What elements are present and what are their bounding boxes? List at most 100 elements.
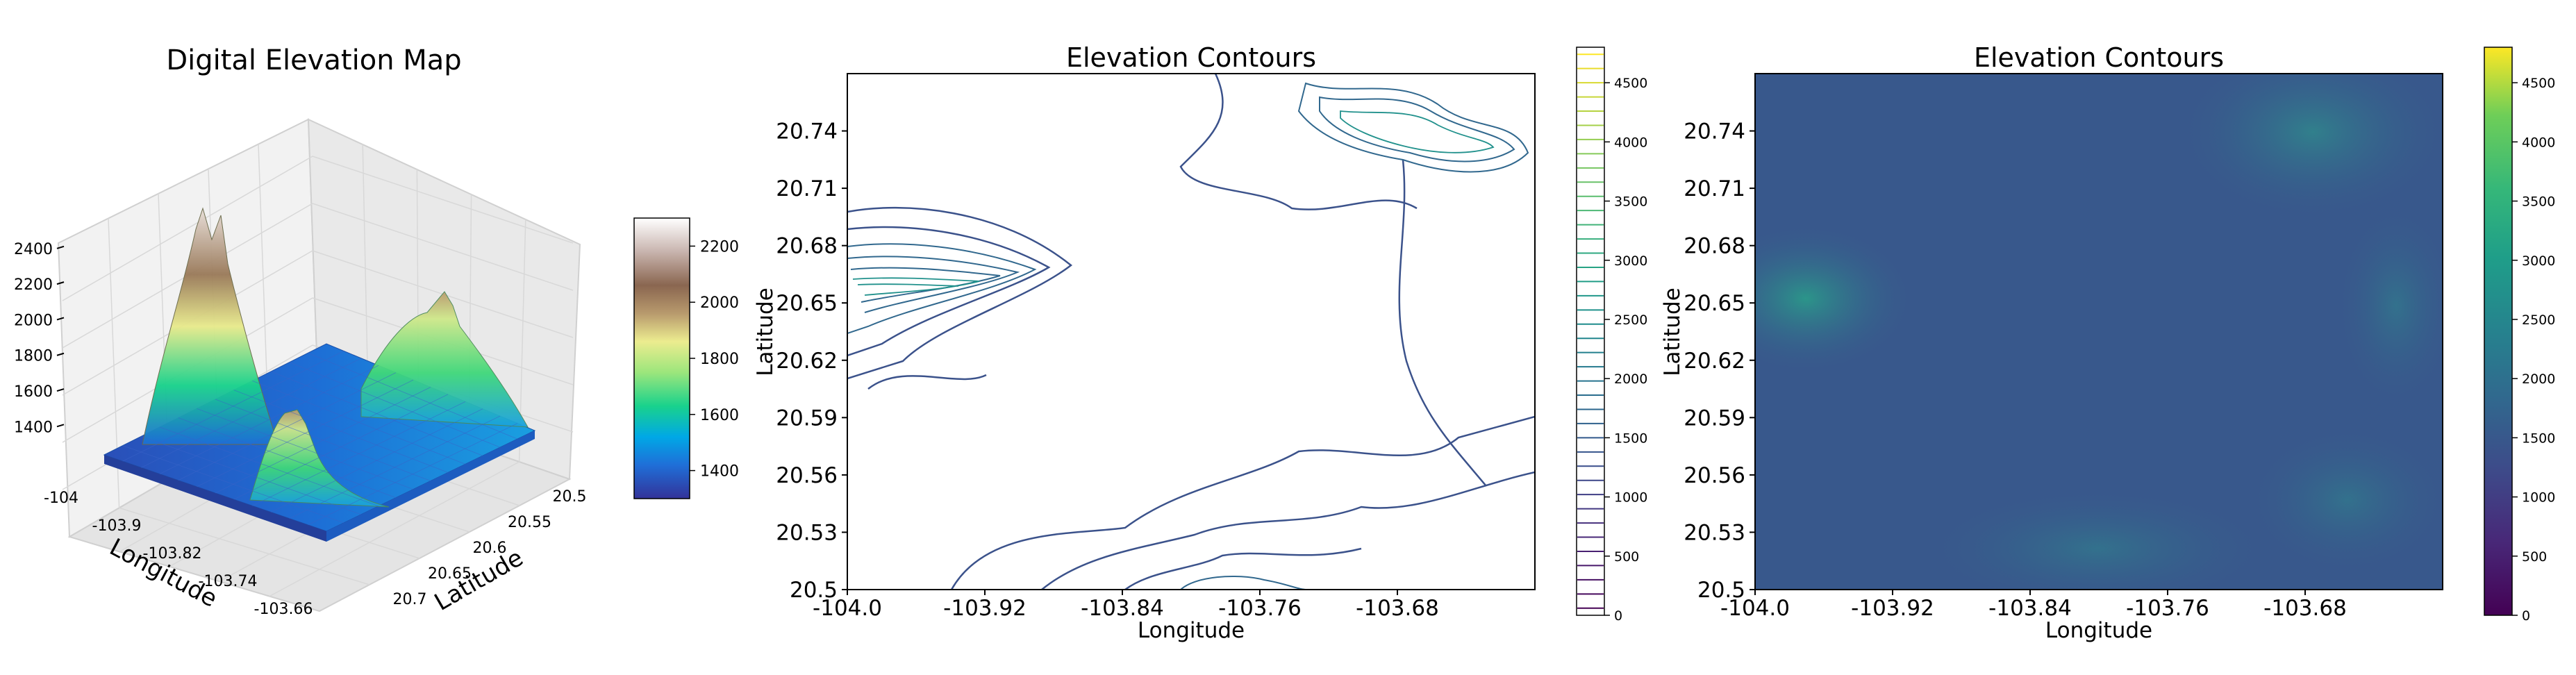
panel2-ylabel: Latitude [753, 288, 778, 376]
y-tick-label: 20.5 [790, 578, 838, 603]
x3d-tick-label: -103.74 [199, 573, 258, 590]
surface-right-edge [326, 431, 535, 542]
colorbar-tick-label: 1500 [1614, 431, 1647, 446]
z-tick-label: 2200 [14, 276, 53, 294]
panel1-title: Digital Elevation Map [166, 44, 461, 76]
x-tick-label: -103.84 [1988, 596, 2072, 621]
panel3-colorbar [2484, 47, 2513, 616]
grid-line [62, 156, 313, 301]
contour-south-3 [1124, 547, 1362, 590]
colorbar-tick-label: 500 [1614, 549, 1639, 565]
colorbar-tick-label: 3000 [2522, 253, 2555, 269]
panel3-xlabel: Longitude [2045, 618, 2152, 643]
panel3-x-ticks: -104.0 -103.92 -103.84 -103.76 -103.68 [1720, 590, 2347, 621]
colorbar-tick-label: 3000 [1614, 253, 1647, 269]
x3d-tick-label: -103.66 [254, 601, 313, 618]
contour-nw-ring-5 [857, 283, 959, 287]
contour-nw-ring-4 [852, 277, 980, 296]
y-tick-label: 20.59 [1684, 406, 1745, 431]
colorbar-tick-label: 2000 [700, 294, 739, 312]
x-tick-label: -104.0 [813, 596, 882, 621]
panel2-title: Elevation Contours [1066, 42, 1316, 73]
z-tick-mark [56, 281, 65, 285]
x-tick-label: -103.92 [943, 596, 1027, 621]
ridge-south [249, 409, 390, 508]
panel2-x-ticks: -104.0 -103.92 -103.84 -103.76 -103.68 [813, 590, 1439, 621]
panel2-colorbar-levels [1577, 53, 1604, 609]
contour-east-vertical [1398, 159, 1487, 487]
contour-lines [847, 74, 1535, 590]
colorbar-tick-label: 3500 [2522, 194, 2555, 210]
grid-line [312, 156, 574, 244]
y-tick-label: 20.65 [1684, 291, 1745, 316]
y-tick-label: 20.74 [1684, 119, 1745, 144]
mesh-line [308, 423, 518, 526]
x-tick-label: -103.92 [1851, 596, 1934, 621]
z-tick-mark [56, 424, 65, 428]
peak-northwest [142, 207, 279, 445]
colorbar-tick-label: 1000 [2522, 490, 2555, 506]
contour-north-boundary [1179, 74, 1418, 210]
panel3-frame [1754, 73, 2443, 590]
y-tick-label: 20.74 [776, 119, 838, 144]
colorbar-tick-label: 4500 [1614, 76, 1647, 91]
panel-3d-surface: Digital Elevation Map 1400 1600 1800 2000 22… [14, 44, 739, 618]
colorbar-tick-label: 4000 [1614, 135, 1647, 150]
z-tick-label: 2000 [14, 312, 53, 329]
colorbar-tick-label: 500 [2522, 549, 2547, 565]
panel3-y-ticks: 20.5 20.53 20.56 20.59 20.62 20.65 20.68 20.71 2… [1684, 119, 1755, 603]
colorbar-tick-label: 2500 [2522, 312, 2555, 328]
y-tick-label: 20.68 [1684, 234, 1745, 259]
y3d-tick-label: 20.7 [393, 591, 427, 608]
hills-northeast [360, 291, 529, 428]
colorbar-tick-label: 1500 [2522, 431, 2555, 446]
colorbar-tick-label: 2000 [2522, 372, 2555, 387]
contour-south-2 [1041, 471, 1535, 590]
y-tick-label: 20.65 [776, 291, 838, 316]
colorbar-tick-label: 3500 [1614, 194, 1647, 210]
x-tick-label: -103.68 [1356, 596, 1439, 621]
mesh-line [289, 415, 501, 519]
x-tick-label: -104.0 [1720, 596, 1790, 621]
colorbar-tick-label: 1400 [700, 463, 739, 481]
y-tick-label: 20.53 [1684, 520, 1745, 545]
colorbar-tick-label: 2000 [1614, 372, 1647, 387]
heat-spot-south [1917, 486, 2278, 590]
contour-ne-ring-1 [1297, 82, 1529, 173]
panel3-ylabel: Latitude [1660, 288, 1685, 376]
grid-line [269, 461, 520, 597]
x3d-tick-label: -103.9 [92, 517, 142, 535]
heat-spot-southeast [2243, 424, 2443, 576]
contour-nw-ring-3 [850, 267, 1001, 303]
y-tick-label: 20.71 [1684, 176, 1745, 201]
panel2-xlabel: Longitude [1138, 618, 1245, 643]
y-tick-label: 20.59 [776, 406, 838, 431]
colorbar-tick-label: 2200 [700, 238, 739, 256]
elevation-surface [103, 207, 536, 542]
contour-ne-ring-3 [1340, 110, 1495, 153]
grid-line [312, 203, 574, 291]
y-tick-label: 20.56 [776, 463, 838, 488]
panel3-title: Elevation Contours [1974, 42, 2224, 73]
y-tick-label: 20.62 [776, 349, 838, 374]
colorbar-tick-label: 1600 [700, 407, 739, 424]
colorbar-tick-label: 4500 [2522, 76, 2555, 91]
heat-spot-northeast [2174, 74, 2443, 222]
heat-spot-west [1755, 222, 1917, 375]
colorbar-tick-label: 0 [2522, 608, 2530, 624]
y3d-tick-label: 20.5 [553, 488, 587, 506]
x3d-tick-label: -104 [44, 490, 78, 507]
x-tick-label: -103.76 [2126, 596, 2209, 621]
y3d-tick-label: 20.55 [508, 514, 551, 531]
contour-south-main [950, 415, 1535, 590]
colorbar-tick-label: 0 [1614, 608, 1622, 624]
x-axis-3d: -104 -103.9-103.82 -103.74 -103.66 [44, 490, 313, 618]
panel3-colorbar-ticks: 0 500 1000 1500 2000 2500 3000 3500 4000 4500 [2512, 76, 2555, 624]
x-tick-label: -103.76 [1218, 596, 1302, 621]
colorbar-tick-label: 4000 [2522, 135, 2555, 150]
y3d-tick-label: 20.65 [428, 565, 472, 583]
panel2-y-ticks: 20.5 20.53 20.56 20.59 20.62 20.65 20.68 20.71 2… [776, 119, 847, 603]
z-tick-mark [56, 317, 65, 321]
